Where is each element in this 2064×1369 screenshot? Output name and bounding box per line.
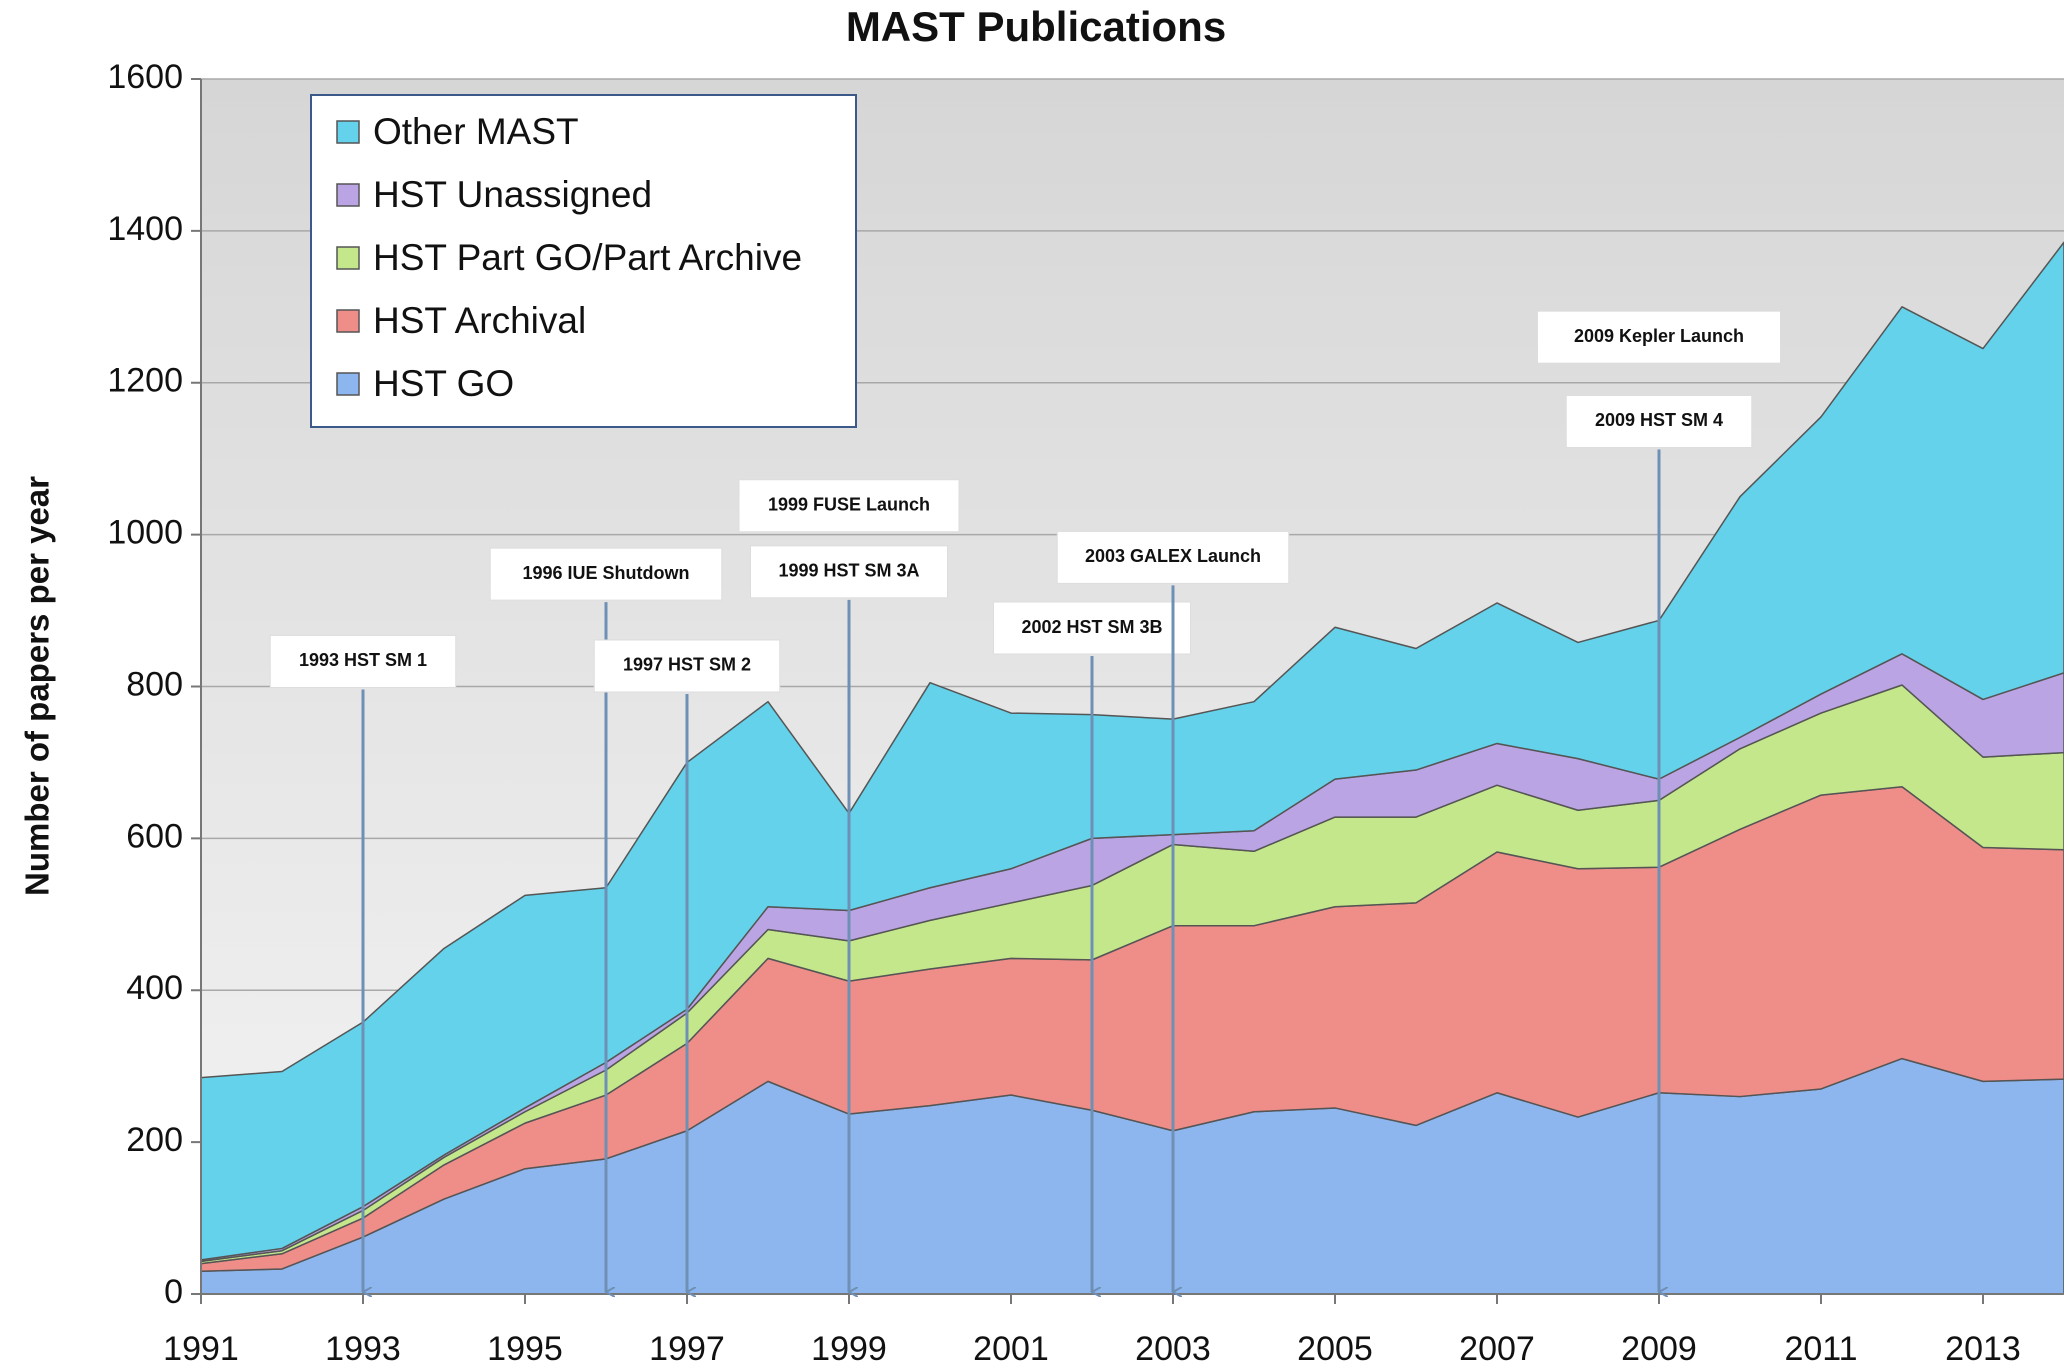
y-tick-label: 1000: [107, 514, 183, 552]
x-tick-label: 1995: [487, 1330, 563, 1368]
x-tick-label: 2007: [1459, 1330, 1535, 1368]
annotation-box: [1056, 530, 1290, 584]
legend-label: HST Part GO/Part Archive: [373, 237, 802, 278]
y-tick-label: 400: [126, 969, 183, 1007]
annotation-label: 1999 HST SM 3A: [778, 561, 919, 581]
x-tick-label: 1999: [811, 1330, 887, 1368]
annotation-label: 1997 HST SM 2: [623, 655, 751, 675]
legend: Other MAST HST Unassigned HST Part GO/Part…: [310, 94, 857, 428]
legend-label: Other MAST: [373, 111, 579, 152]
y-axis-label: Number of papers per year: [19, 476, 56, 896]
annotation-label: 2002 HST SM 3B: [1021, 617, 1162, 637]
axes: 0 200 400 600 800 1000 1200 1400 1600 1991 1993 199…: [107, 58, 2064, 1368]
y-tick-label: 1600: [107, 58, 183, 96]
x-tick-label: 2009: [1621, 1330, 1697, 1368]
x-tick-label: 2001: [973, 1330, 1049, 1368]
x-tick-label: 1993: [325, 1330, 401, 1368]
areas: [201, 241, 2064, 1295]
annotation-label: 1996 IUE Shutdown: [522, 563, 689, 583]
legend-label: HST Unassigned: [373, 174, 652, 215]
annotation-box: [1537, 310, 1781, 364]
legend-box: [310, 94, 857, 428]
annotation-box: [993, 601, 1191, 655]
x-tick-label: 2005: [1297, 1330, 1373, 1368]
y-tick-label: 600: [126, 817, 183, 855]
y-tick-label: 1400: [107, 210, 183, 248]
legend-swatch: [336, 309, 360, 333]
annotation-box: [489, 547, 723, 601]
x-tick-label: 2013: [1945, 1330, 2021, 1368]
annotation-box: [593, 639, 781, 693]
legend-swatch: [336, 183, 360, 207]
legend-label: HST GO: [373, 363, 514, 404]
y-tick-label: 800: [126, 665, 183, 703]
y-tick-label: 0: [164, 1273, 183, 1311]
x-tick-label: 2003: [1135, 1330, 1211, 1368]
x-tick-label: 2011: [1784, 1330, 1857, 1368]
y-tick-label: 200: [126, 1121, 183, 1159]
annotation-box: [1565, 394, 1753, 448]
annotation-label: 1993 HST SM 1: [299, 650, 427, 670]
legend-swatch: [336, 372, 360, 396]
annotation-label: 2009 HST SM 4: [1595, 410, 1723, 430]
annotations: 1993 HST SM 1 1996 IUE Shutdown 1997 HST S…: [269, 310, 1781, 1292]
x-tick-label: 1991: [163, 1330, 239, 1368]
annotation-label: 2009 Kepler Launch: [1574, 326, 1744, 346]
annotation-box: [750, 545, 948, 599]
legend-swatch: [336, 246, 360, 270]
annotation-label: 1999 FUSE Launch: [768, 495, 930, 515]
x-tick-label: 1997: [649, 1330, 725, 1368]
annotation-box: [738, 479, 960, 533]
legend-label: HST Archival: [373, 300, 586, 341]
annotation-box: [269, 634, 457, 688]
annotation-label: 2003 GALEX Launch: [1085, 546, 1261, 566]
y-tick-label: 1200: [107, 362, 183, 400]
legend-swatch: [336, 120, 360, 144]
chart-title: MAST Publications: [846, 3, 1226, 50]
